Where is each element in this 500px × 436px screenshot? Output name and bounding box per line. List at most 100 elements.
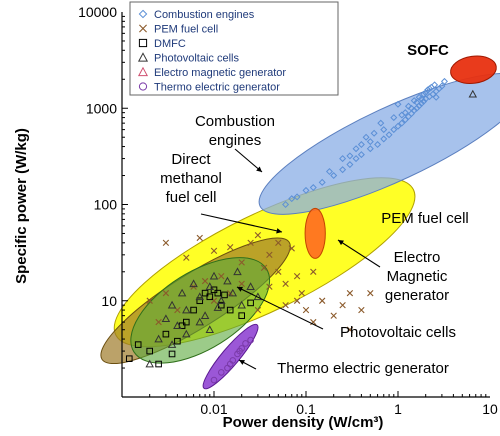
- data-point-dmfc: [196, 297, 204, 305]
- data-point-photovoltaic-cells: [213, 303, 223, 311]
- x-tick-label: 0.1: [296, 401, 316, 417]
- data-point-pem-fuel-cell: [367, 289, 374, 297]
- data-point-combustion-engines: [407, 104, 415, 112]
- data-point-combustion-engines: [417, 95, 425, 103]
- region-electro-magnetic-generator: [304, 207, 326, 259]
- y-tick-label: 1000: [86, 100, 117, 116]
- data-point-combustion-engines: [362, 133, 370, 141]
- annotation-dmfc: Direct methanol fuel cell: [160, 151, 222, 206]
- data-point-pem-fuel-cell: [254, 231, 262, 239]
- annotation-arrowhead: [237, 286, 243, 292]
- data-point-pem-fuel-cell: [282, 280, 289, 287]
- legend-item-pem-fuel-cell: PEM fuel cell: [139, 24, 218, 36]
- data-point-pem-fuel-cell: [218, 272, 225, 280]
- legend-item-electro-magnetic-generator: Electro magnetic generator: [137, 66, 286, 79]
- data-point-combustion-engines: [420, 90, 428, 98]
- data-point-pem-fuel-cell: [196, 234, 203, 242]
- data-point-photovoltaic-cells: [167, 340, 177, 348]
- legend-marker-dmfc: [138, 38, 148, 48]
- data-point-thermo-electric-generator: [226, 360, 234, 368]
- data-point-pem-fuel-cell: [210, 247, 218, 255]
- legend-marker-thermo-electric-generator: [138, 82, 148, 91]
- data-point-combustion-engines: [357, 141, 365, 149]
- legend-label: Electro magnetic generator: [154, 67, 286, 79]
- data-point-combustion-engines: [339, 155, 347, 163]
- data-point-dmfc: [190, 306, 197, 314]
- data-point-dmfc: [206, 293, 214, 301]
- data-point-pem-fuel-cell: [162, 289, 170, 297]
- data-point-dmfc: [214, 289, 222, 297]
- data-point-pem-fuel-cell: [310, 318, 317, 326]
- data-point-dmfc: [146, 347, 153, 355]
- y-tick-label: 100: [94, 197, 118, 213]
- data-point-dmfc: [226, 306, 234, 314]
- data-point-combustion-engines: [385, 131, 393, 139]
- data-point-dmfc: [125, 355, 133, 362]
- data-point-combustion-engines: [330, 172, 338, 180]
- annotation-line: methanol: [160, 170, 222, 187]
- annotation-line: generator: [385, 287, 449, 304]
- annotation-arrowhead: [239, 360, 245, 365]
- axes: [121, 12, 490, 398]
- series-photovoltaic-cells: [145, 89, 478, 368]
- data-point-pem-fuel-cell: [293, 272, 301, 280]
- data-point-combustion-engines: [309, 184, 317, 192]
- data-point-thermo-electric-generator: [236, 347, 243, 355]
- data-point-combustion-engines: [401, 109, 409, 117]
- data-point-combustion-engines: [366, 138, 374, 146]
- data-point-photovoltaic-cells: [173, 321, 182, 330]
- data-point-combustion-engines: [394, 122, 402, 130]
- data-point-pem-fuel-cell: [247, 239, 254, 246]
- data-point-combustion-engines: [346, 161, 354, 169]
- data-point-combustion-engines: [357, 151, 365, 159]
- annotation-arrowhead: [276, 228, 282, 234]
- data-point-combustion-engines: [390, 114, 398, 122]
- annotation-photovoltaic: Photovoltaic cells: [340, 324, 456, 341]
- data-point-photovoltaic-cells: [167, 300, 177, 309]
- legend-label: DMFC: [154, 38, 186, 50]
- data-point-combustion-engines: [432, 93, 440, 101]
- data-point-photovoltaic-cells: [195, 292, 204, 301]
- data-point-combustion-engines: [380, 135, 388, 143]
- annotation-line: Direct: [171, 151, 211, 168]
- annotation-line: engines: [209, 132, 262, 149]
- data-point-pem-fuel-cell: [238, 280, 245, 287]
- data-point-combustion-engines: [302, 186, 310, 194]
- annotation-pointer: [234, 148, 263, 173]
- legend-marker-combustion-engines: [138, 9, 148, 19]
- data-point-combustion-engines: [413, 98, 421, 106]
- tick-labels: 0.01 0.1 1 10 10 100 1000 10000: [78, 4, 498, 417]
- data-point-combustion-engines: [293, 193, 301, 201]
- data-point-photovoltaic-cells: [145, 359, 154, 368]
- data-point-pem-fuel-cell: [293, 297, 301, 304]
- data-point-thermo-electric-generator: [247, 336, 254, 344]
- data-point-combustion-engines: [431, 81, 439, 89]
- data-point-pem-fuel-cell: [339, 301, 346, 309]
- data-point-photovoltaic-cells: [237, 300, 246, 309]
- annotation-pointer: [236, 286, 324, 330]
- data-point-photovoltaic-cells: [161, 314, 171, 323]
- data-point-dmfc: [174, 337, 181, 345]
- data-point-pem-fuel-cell: [302, 306, 310, 314]
- annotation-combustion: Combustion engines: [195, 113, 275, 149]
- data-point-pem-fuel-cell: [260, 264, 268, 271]
- data-point-thermo-electric-generator: [242, 340, 249, 347]
- data-point-pem-fuel-cell: [275, 268, 282, 275]
- data-point-pem-fuel-cell: [358, 306, 365, 314]
- data-point-photovoltaic-cells: [205, 282, 215, 290]
- data-point-dmfc: [247, 299, 254, 307]
- data-point-pem-fuel-cell: [266, 283, 273, 290]
- annotation-arrowhead: [256, 166, 262, 172]
- data-point-combustion-engines: [420, 97, 428, 105]
- data-point-combustion-engines: [398, 119, 406, 127]
- data-point-combustion-engines: [374, 141, 382, 149]
- annotation-pem: PEM fuel cell: [381, 210, 469, 227]
- data-point-combustion-engines: [380, 126, 388, 134]
- data-point-pem-fuel-cell: [155, 318, 162, 326]
- legend-item-dmfc: DMFC: [138, 38, 186, 50]
- legend-label: PEM fuel cell: [154, 24, 218, 36]
- annotation-electro: Electro Magnetic generator: [385, 249, 449, 304]
- data-point-photovoltaic-cells: [217, 296, 226, 305]
- data-point-pem-fuel-cell: [346, 326, 354, 333]
- data-point-pem-fuel-cell: [254, 306, 262, 314]
